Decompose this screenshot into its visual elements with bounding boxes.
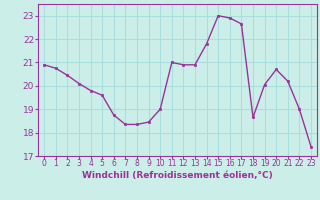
X-axis label: Windchill (Refroidissement éolien,°C): Windchill (Refroidissement éolien,°C): [82, 171, 273, 180]
